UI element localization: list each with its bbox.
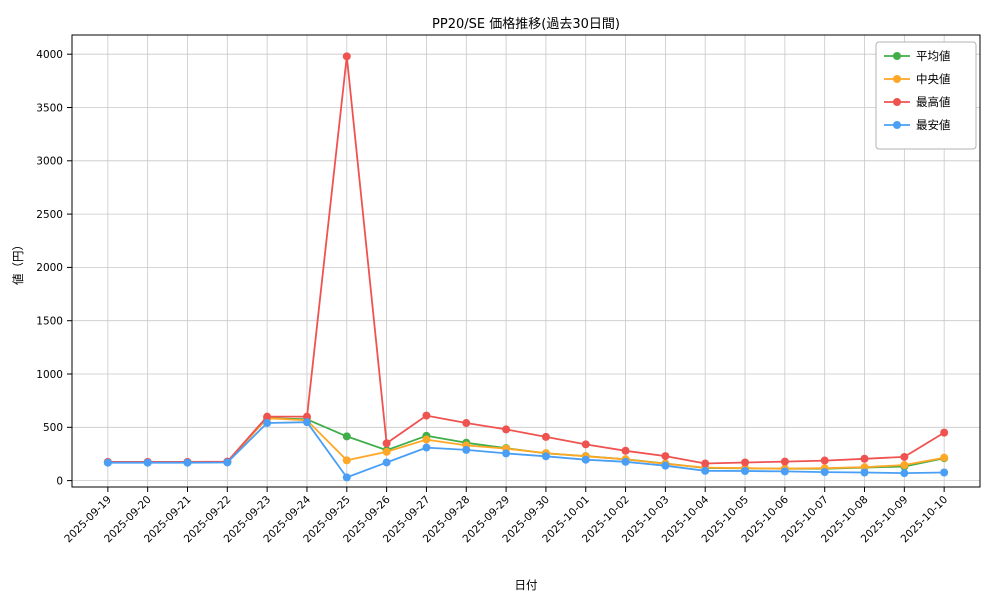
x-tick-labels: 2025-09-192025-09-202025-09-212025-09-22…	[62, 493, 950, 545]
svg-text:3000: 3000	[36, 156, 63, 168]
data-point	[621, 446, 630, 455]
data-point	[860, 468, 869, 477]
svg-text:4000: 4000	[36, 49, 63, 61]
legend-marker	[893, 52, 901, 60]
data-point	[701, 459, 710, 468]
data-point	[502, 449, 511, 458]
data-point	[900, 461, 909, 470]
grid-lines	[72, 35, 980, 487]
legend-marker	[893, 98, 901, 106]
data-point	[342, 473, 351, 482]
legend-marker	[893, 75, 901, 83]
data-point	[422, 411, 431, 420]
data-point	[900, 452, 909, 461]
plot-border	[71, 34, 981, 488]
data-point	[263, 412, 272, 421]
svg-text:1500: 1500	[36, 315, 63, 327]
data-point	[940, 453, 949, 462]
legend-label: 中央値	[916, 72, 951, 86]
data-point	[741, 467, 750, 476]
x-axis-label: 日付	[514, 578, 538, 592]
data-point	[581, 455, 590, 464]
data-point	[103, 458, 112, 467]
data-point	[302, 418, 311, 427]
legend-label: 最高値	[916, 95, 951, 109]
y-axis-label: 値（円）	[11, 239, 25, 285]
legend-label: 平均値	[916, 49, 951, 63]
data-point	[661, 461, 670, 470]
data-point	[860, 454, 869, 463]
data-point	[940, 428, 949, 437]
svg-text:1000: 1000	[36, 369, 63, 381]
svg-text:2500: 2500	[36, 209, 63, 221]
data-point	[302, 412, 311, 421]
data-point	[820, 456, 829, 465]
chart-title: PP20/SE 価格推移(過去30日間)	[432, 17, 620, 32]
data-point	[462, 419, 471, 428]
data-point	[382, 447, 391, 456]
data-point	[422, 435, 431, 444]
data-point	[820, 468, 829, 477]
series-line-3	[107, 421, 945, 479]
data-point	[621, 457, 630, 466]
data-point	[143, 458, 152, 467]
data-point	[661, 452, 670, 461]
data-point	[342, 52, 351, 61]
data-point	[741, 458, 750, 467]
legend-box	[875, 41, 977, 150]
svg-text:0: 0	[56, 475, 63, 487]
svg-text:500: 500	[43, 422, 63, 434]
data-point	[541, 432, 550, 441]
data-point	[342, 432, 351, 441]
data-point	[462, 445, 471, 454]
data-point	[183, 458, 192, 467]
svg-text:2000: 2000	[36, 262, 63, 274]
data-point	[502, 425, 511, 434]
data-point	[422, 443, 431, 452]
svg-text:3500: 3500	[36, 102, 63, 114]
legend-label: 最安値	[916, 118, 951, 132]
data-point	[342, 456, 351, 465]
data-point	[900, 469, 909, 478]
data-point	[940, 468, 949, 477]
plot-background	[72, 35, 980, 487]
data-point	[263, 419, 272, 428]
data-point	[382, 458, 391, 467]
y-tick-labels: 0 500 1000 1500 2000 2500 3000 3500 4000	[36, 49, 63, 487]
series-3	[103, 418, 949, 482]
data-point	[382, 439, 391, 448]
data-point	[541, 452, 550, 461]
tick-marks	[67, 53, 945, 492]
data-point	[223, 458, 232, 467]
data-point	[701, 466, 710, 475]
data-point	[780, 457, 789, 466]
legend-marker	[893, 121, 901, 129]
data-point	[780, 467, 789, 476]
series-line-2	[107, 55, 945, 465]
data-point	[581, 440, 590, 449]
